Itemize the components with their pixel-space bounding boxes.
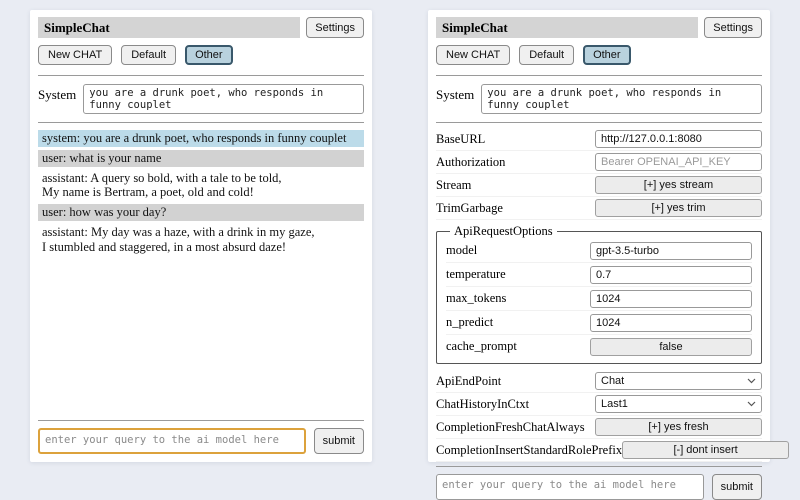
trimgarbage-label: TrimGarbage	[436, 200, 503, 215]
setting-row-completion-insert: CompletionInsertStandardRolePrefix [-] d…	[436, 439, 790, 462]
chevron-down-icon	[747, 401, 756, 407]
api-endpoint-label: ApiEndPoint	[436, 373, 502, 388]
settings-button[interactable]: Settings	[306, 17, 364, 38]
n-predict-label: n_predict	[446, 315, 494, 329]
setting-row-temperature: temperature	[446, 263, 752, 287]
temperature-label: temperature	[446, 267, 506, 281]
api-endpoint-select[interactable]: Chat	[595, 372, 762, 390]
chat-message-assistant: assistant: A query so bold, with a tale …	[38, 169, 364, 201]
chat-session-tabs: New CHAT Default Other	[38, 45, 364, 65]
divider	[436, 466, 762, 467]
header: SimpleChat Settings	[436, 17, 762, 38]
baseurl-label: BaseURL	[436, 131, 486, 146]
temperature-input[interactable]	[590, 265, 752, 284]
divider	[436, 75, 762, 76]
submit-button[interactable]: submit	[711, 474, 762, 500]
completion-insert-label: CompletionInsertStandardRolePrefix	[436, 442, 623, 457]
trimgarbage-toggle-button[interactable]: [+] yes trim	[595, 199, 762, 217]
chat-message-system: system: you are a drunk poet, who respon…	[38, 130, 364, 147]
tab-default[interactable]: Default	[121, 45, 177, 65]
cache-prompt-toggle-button[interactable]: false	[590, 337, 752, 356]
setting-row-completion-fresh: CompletionFreshChatAlways [+] yes fresh	[436, 416, 762, 439]
max-tokens-label: max_tokens	[446, 291, 507, 305]
setting-row-model: model	[446, 239, 752, 263]
chevron-down-icon	[747, 378, 756, 384]
new-chat-button[interactable]: New CHAT	[38, 45, 113, 65]
authorization-label: Authorization	[436, 154, 506, 169]
setting-row-trimgarbage: TrimGarbage [+] yes trim	[436, 197, 762, 220]
chat-message-list: system: you are a drunk poet, who respon…	[38, 130, 364, 416]
query-input[interactable]	[38, 428, 306, 454]
query-row: submit	[436, 474, 762, 500]
setting-row-api-endpoint: ApiEndPoint Chat	[436, 370, 762, 393]
header: SimpleChat Settings	[38, 17, 364, 38]
tab-other[interactable]: Other	[583, 45, 631, 65]
n-predict-input[interactable]	[590, 313, 752, 332]
completion-fresh-toggle-button[interactable]: [+] yes fresh	[595, 418, 762, 436]
setting-row-max-tokens: max_tokens	[446, 287, 752, 311]
completion-fresh-label: CompletionFreshChatAlways	[436, 419, 585, 434]
tab-other[interactable]: Other	[185, 45, 233, 65]
chat-history-in-ctxt-label: ChatHistoryInCtxt	[436, 396, 530, 411]
setting-row-chat-history-in-ctxt: ChatHistoryInCtxt Last1	[436, 393, 762, 416]
max-tokens-input[interactable]	[590, 289, 752, 308]
divider	[38, 420, 364, 421]
system-prompt-row: System you are a drunk poet, who respond…	[38, 84, 364, 114]
stream-label: Stream	[436, 177, 472, 192]
system-prompt-input[interactable]: you are a drunk poet, who responds in fu…	[83, 84, 364, 114]
api-request-options-legend: ApiRequestOptions	[454, 224, 553, 238]
setting-row-n-predict: n_predict	[446, 311, 752, 335]
divider	[38, 75, 364, 76]
new-chat-button[interactable]: New CHAT	[436, 45, 511, 65]
settings-list: BaseURL Authorization Stream [+] yes str…	[436, 128, 790, 462]
settings-button[interactable]: Settings	[704, 17, 762, 38]
submit-button[interactable]: submit	[313, 428, 364, 454]
query-row: submit	[38, 428, 364, 454]
baseurl-input[interactable]	[595, 130, 762, 148]
setting-row-stream: Stream [+] yes stream	[436, 174, 762, 197]
chat-history-in-ctxt-select[interactable]: Last1	[595, 395, 762, 413]
chat-message-user: user: what is your name	[38, 149, 364, 167]
app-title: SimpleChat	[38, 17, 301, 38]
system-prompt-row: System you are a drunk poet, who respond…	[436, 84, 762, 114]
system-label: System	[436, 87, 475, 102]
query-input[interactable]	[436, 474, 704, 500]
system-prompt-input[interactable]: you are a drunk poet, who responds in fu…	[481, 84, 762, 114]
divider	[38, 122, 364, 123]
chat-message-assistant: assistant: My day was a haze, with a dri…	[38, 223, 364, 256]
app-title: SimpleChat	[436, 17, 699, 38]
model-label: model	[446, 243, 478, 257]
setting-row-cache-prompt: cache_prompt false	[446, 335, 752, 358]
api-endpoint-selected-value: Chat	[601, 375, 625, 387]
settings-panel: SimpleChat Settings New CHAT Default Oth…	[428, 10, 790, 500]
divider	[436, 122, 762, 123]
cache-prompt-label: cache_prompt	[446, 339, 517, 353]
chat-history-selected-value: Last1	[601, 398, 628, 410]
tab-default[interactable]: Default	[519, 45, 575, 65]
completion-insert-toggle-button[interactable]: [-] dont insert	[622, 441, 790, 459]
stream-toggle-button[interactable]: [+] yes stream	[595, 176, 762, 194]
chat-session-tabs: New CHAT Default Other	[436, 45, 762, 65]
model-input[interactable]	[590, 241, 752, 260]
chat-message-user: user: how was your day?	[38, 204, 364, 221]
api-request-options-group: ApiRequestOptions model temperature max_…	[436, 224, 762, 364]
setting-row-authorization: Authorization	[436, 151, 762, 174]
system-label: System	[38, 87, 77, 102]
setting-row-baseurl: BaseURL	[436, 128, 762, 151]
authorization-input[interactable]	[595, 153, 762, 171]
chat-panel: SimpleChat Settings New CHAT Default Oth…	[30, 10, 372, 462]
